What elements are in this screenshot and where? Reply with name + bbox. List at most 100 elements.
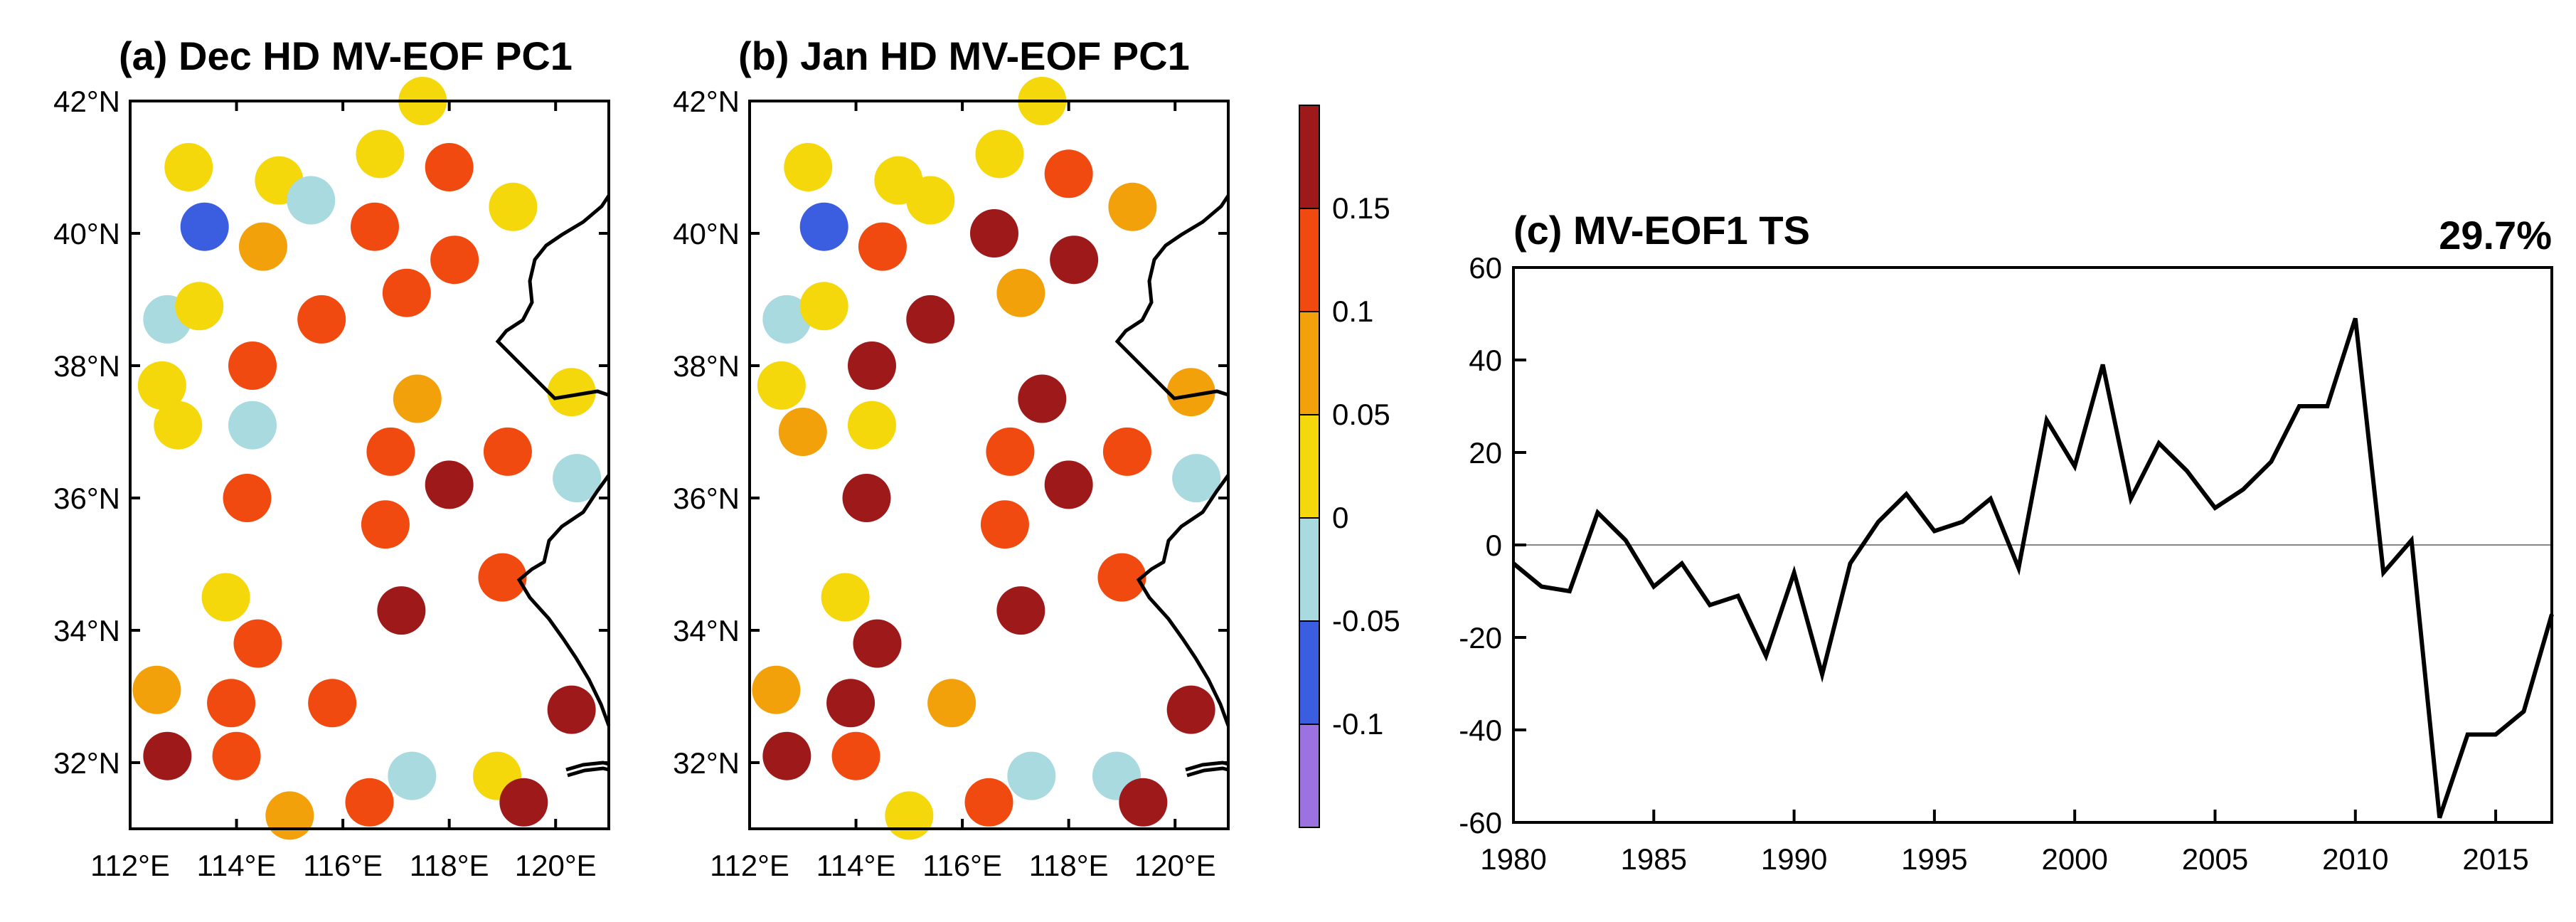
panel-a-title: (a) Dec HD MV-EOF PC1 [119, 33, 573, 78]
panel-b-station-37 [1007, 751, 1056, 800]
panel-b-station-35 [762, 731, 811, 780]
panel-b-ytick-label: 36°N [673, 482, 740, 515]
panel-b-title: (b) Jan HD MV-EOF PC1 [738, 33, 1190, 78]
panel-c-series-line [1512, 317, 2554, 819]
panel-a-station-21 [366, 427, 415, 476]
panel-b-ytick-label: 42°N [673, 85, 740, 118]
panel-b-ytick-label: 38°N [673, 349, 740, 383]
panel-b-station-31 [752, 665, 801, 714]
panel-b-station-4 [906, 176, 955, 225]
colorbar-label: -0.05 [1332, 604, 1400, 637]
panel-a-station-4 [287, 176, 336, 225]
panel-b-station-22 [1102, 427, 1151, 476]
panel-c-ytick-label: 20 [1469, 436, 1502, 470]
panel-c-xtick-label: 2005 [2182, 842, 2248, 876]
panel-b-ytick-label: 34°N [673, 614, 740, 647]
panel-a-coastline [495, 194, 611, 778]
panel-a-station-35 [143, 731, 192, 780]
panel-a-xtick-label: 114°E [197, 849, 277, 882]
panel-c-xtick-label: 2010 [2322, 842, 2388, 876]
panel-c-ytick-label: -60 [1459, 806, 1502, 839]
panel-c-y-axis: 60 40 20 0 -20 -40 -60 [1459, 251, 1526, 839]
panel-c-timeseries: (c) MV-EOF1 TS 29.7% 60 40 20 0 -20 -40 -60 19… [1459, 208, 2554, 876]
panel-a-station-40 [345, 778, 394, 827]
panel-c-ytick-label: 40 [1469, 344, 1502, 377]
panel-b-station-13 [762, 295, 811, 344]
panel-c-xtick-label: 1995 [1901, 842, 1967, 876]
panel-b-station-39 [885, 791, 934, 840]
panel-a-station-36 [212, 731, 261, 780]
panel-a-frame [129, 100, 610, 830]
panel-a-station-22 [483, 427, 532, 476]
panel-b-station-19 [1018, 374, 1067, 423]
panel-b-station-32 [826, 679, 875, 728]
panel-a-station-12 [297, 295, 346, 344]
panel-c-ytick-label: 60 [1469, 251, 1502, 285]
panel-a-station-39 [265, 791, 314, 840]
panel-b-station-10 [1050, 235, 1099, 285]
panel-a-station-9 [350, 202, 399, 251]
panel-a-ytick-label: 40°N [53, 217, 120, 250]
panel-a-ytick-label: 32°N [53, 746, 120, 780]
panel-b-xtick-label: 120°E [1134, 849, 1216, 882]
panel-b-station-0 [784, 143, 833, 191]
panel-a-station-30 [233, 619, 282, 668]
panel-a-station-15 [228, 341, 277, 390]
panel-a-station-18 [228, 401, 277, 450]
colorbar-label: 0.1 [1332, 295, 1373, 328]
panel-c-ytick-label: -20 [1459, 621, 1502, 655]
panel-c-xtick-label: 1980 [1480, 842, 1546, 876]
panel-b-station-29 [996, 586, 1045, 635]
panel-a-station-26 [361, 500, 410, 549]
colorbar-box-0 [1299, 105, 1320, 209]
panel-a-station-7 [425, 143, 474, 191]
panel-a-xtick-label: 120°E [515, 849, 597, 882]
panel-b-station-20 [1166, 368, 1215, 417]
panel-a-station-0 [164, 143, 213, 191]
panel-a-station-20 [547, 368, 596, 417]
panel-b-station-7 [1044, 149, 1093, 198]
panel-b-xtick-label: 116°E [922, 849, 1002, 882]
colorbar-box-1 [1299, 208, 1320, 312]
panel-a-station-33 [308, 679, 357, 728]
panel-a-station-28 [201, 573, 250, 622]
panel-b-y-axis: 42°N 40°N 38°N 36°N 34°N 32°N [673, 85, 1228, 780]
colorbar-box-5 [1299, 620, 1320, 725]
panel-a-station-11 [382, 268, 431, 317]
panel-c-xtick-label: 1985 [1621, 842, 1687, 876]
panel-b-station-34 [1166, 685, 1215, 734]
colorbar-box-6 [1299, 724, 1320, 828]
panel-b-coastline [1114, 194, 1230, 778]
panel-a-station-37 [388, 751, 437, 800]
panel-a-station-27 [478, 553, 527, 602]
panel-b-xtick-label: 114°E [816, 849, 896, 882]
panel-c-xtick-label: 2000 [2041, 842, 2107, 876]
panel-a-station-8 [489, 182, 538, 231]
panel-a-ytick-label: 38°N [53, 349, 120, 383]
panel-a-station-25 [223, 474, 272, 522]
panel-a-station-23 [425, 460, 474, 509]
colorbar-label: 0 [1332, 501, 1348, 534]
panel-b-station-8 [1108, 182, 1157, 231]
panel-c-title: (c) MV-EOF1 TS [1513, 208, 1810, 253]
panel-a-station-32 [207, 679, 256, 728]
panel-b-ytick-label: 32°N [673, 746, 740, 780]
panel-b-station-5 [975, 129, 1024, 179]
colorbar-box-2 [1299, 311, 1320, 415]
panel-b-frame [748, 100, 1230, 830]
panel-c-variance-annotation: 29.7% [2439, 213, 2552, 258]
panel-b-station-25 [842, 474, 891, 522]
panel-b-station-33 [927, 679, 976, 728]
panel-c-xtick-label: 2015 [2462, 842, 2528, 876]
panel-b-station-27 [1097, 553, 1146, 602]
panel-b-station-17 [778, 408, 827, 456]
colorbar-label: -0.1 [1332, 707, 1383, 741]
panel-b-station-30 [853, 619, 902, 668]
colorbar: 0.15 0.1 0.05 0 -0.05 -0.1 [1299, 105, 1400, 828]
panel-a-station-10 [430, 235, 479, 285]
panel-b-station-24 [1172, 454, 1221, 503]
colorbar-box-3 [1299, 414, 1320, 519]
panel-a-ytick-label: 42°N [53, 85, 120, 118]
panel-a-station-16 [137, 361, 186, 410]
